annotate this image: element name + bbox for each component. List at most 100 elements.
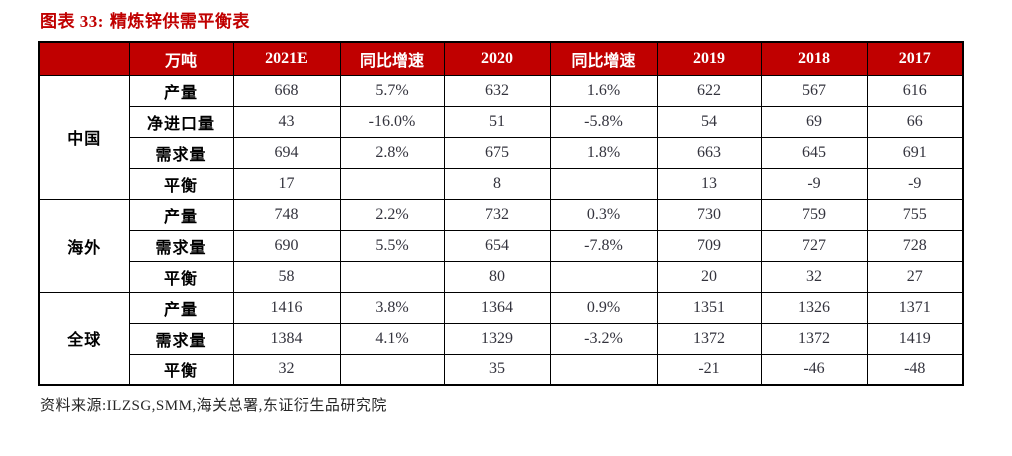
value-cell [549,167,658,200]
header-cell: 2021E [232,41,341,76]
value-cell: 54 [656,105,762,138]
value-cell: 2.2% [339,198,445,231]
value-cell: 728 [866,229,964,262]
value-cell: 759 [760,198,868,231]
value-cell: 1372 [760,322,868,355]
table-row: 平衡 58 80 20 32 27 [39,260,964,293]
metric-label-cell: 需求量 [128,322,234,355]
table-row: 平衡 17 8 13 -9 -9 [39,167,964,200]
value-cell: 3.8% [339,291,445,324]
value-cell [339,353,445,386]
header-row: 万吨 2021E 同比增速 2020 同比增速 2019 2018 2017 [38,41,964,76]
metric-label-cell: 需求量 [128,229,234,262]
figure-name: 精炼锌供需平衡表 [109,12,250,31]
value-cell: 0.3% [549,198,658,231]
value-cell [549,260,658,293]
value-cell: 43 [232,105,341,138]
value-cell: 1372 [656,322,762,355]
data-source-line: 资料来源:ILZSG,SMM,海关总署,东证衍生品研究院 [40,398,387,414]
value-cell: 732 [443,198,551,231]
table-row: 中国 产量 668 5.7% 632 1.6% 622 567 616 [38,74,964,200]
value-cell: 1364 [443,291,551,324]
value-cell: 66 [866,105,964,138]
header-cell-region [38,41,130,76]
header-cell: 2017 [866,41,964,76]
value-cell: -5.8% [549,105,658,138]
table-row: 全球 产量 1416 3.8% 1364 0.9% 1351 1326 1371 [38,291,964,386]
value-cell: 2.8% [339,136,445,169]
region-cell: 中国 [38,74,130,200]
value-cell: 13 [656,167,762,200]
table-row: 需求量 1384 4.1% 1329 -3.2% 1372 1372 1419 [39,322,964,355]
metric-label-cell: 产量 [128,198,234,231]
value-cell: 1326 [760,291,868,324]
value-cell: 632 [443,74,551,107]
figure-number: 图表 33: [40,12,104,31]
value-cell: 645 [760,136,868,169]
region-cell: 全球 [38,291,130,386]
value-cell: 69 [760,105,868,138]
header-cell: 同比增速 [339,41,445,76]
table-row: 海外 产量 748 2.2% 732 0.3% 730 759 755 [38,198,964,293]
value-cell: 1351 [656,291,762,324]
value-cell: 694 [232,136,341,169]
metric-label-cell: 需求量 [128,136,234,169]
metric-label-cell: 平衡 [128,260,234,293]
value-cell: 1.6% [549,74,658,107]
value-cell: -16.0% [339,105,445,138]
table-header: 万吨 2021E 同比增速 2020 同比增速 2019 2018 2017 [38,41,964,76]
value-cell: -7.8% [549,229,658,262]
value-cell: 622 [656,74,762,107]
header-cell: 同比增速 [549,41,658,76]
metric-label-cell: 净进口量 [128,105,234,138]
value-cell [339,260,445,293]
header-cell: 2019 [656,41,762,76]
value-cell: 0.9% [549,291,658,324]
value-cell: -3.2% [549,322,658,355]
value-cell: 730 [656,198,762,231]
value-cell: 668 [232,74,341,107]
value-cell: 5.7% [339,74,445,107]
value-cell: 51 [443,105,551,138]
table-row: 需求量 690 5.5% 654 -7.8% 709 727 728 [39,229,964,262]
value-cell: 5.5% [339,229,445,262]
value-cell: 1384 [232,322,341,355]
header-cell: 2020 [443,41,551,76]
value-cell: 654 [443,229,551,262]
value-cell: -46 [760,353,868,386]
value-cell: 709 [656,229,762,262]
value-cell: 1.8% [549,136,658,169]
value-cell: 8 [443,167,551,200]
metric-label-cell: 平衡 [128,353,234,386]
metric-label-cell: 产量 [128,291,234,324]
value-cell: 690 [232,229,341,262]
value-cell: 691 [866,136,964,169]
supply-demand-balance-table: 万吨 2021E 同比增速 2020 同比增速 2019 2018 2017 中国 产量 668 5… [38,41,964,386]
value-cell: 32 [760,260,868,293]
figure-title: 图表 33: 精炼锌供需平衡表 [40,10,1012,34]
value-cell: 675 [443,136,551,169]
header-cell: 万吨 [128,41,234,76]
table-row: 净进口量 43 -16.0% 51 -5.8% 54 69 66 [39,105,964,138]
value-cell: 32 [232,353,341,386]
value-cell: 58 [232,260,341,293]
value-cell: -9 [760,167,868,200]
value-cell: -9 [866,167,964,200]
value-cell: -21 [656,353,762,386]
table-row: 需求量 694 2.8% 675 1.8% 663 645 691 [39,136,964,169]
value-cell: 1371 [866,291,964,324]
value-cell: -48 [866,353,964,386]
metric-label-cell: 产量 [128,74,234,107]
value-cell: 567 [760,74,868,107]
value-cell [549,353,658,386]
metric-label-cell: 平衡 [128,167,234,200]
table-body: 中国 产量 668 5.7% 632 1.6% 622 567 616 净进口量 43 -16.0% 5… [38,74,964,386]
value-cell: 1329 [443,322,551,355]
value-cell: 727 [760,229,868,262]
value-cell: 27 [866,260,964,293]
value-cell: 663 [656,136,762,169]
value-cell: 1419 [866,322,964,355]
value-cell: 755 [866,198,964,231]
value-cell: 17 [232,167,341,200]
